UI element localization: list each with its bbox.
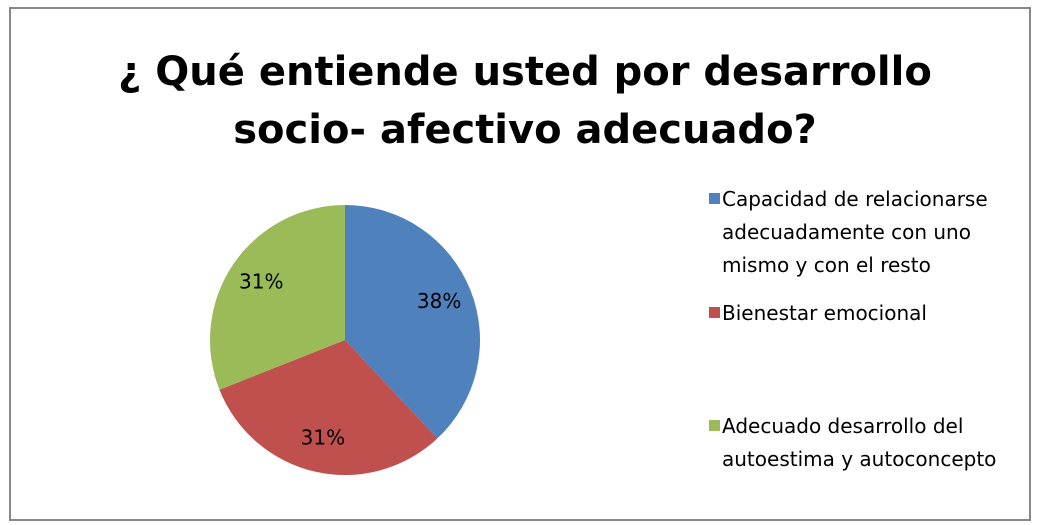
- data-label: 31%: [239, 270, 283, 294]
- legend-entry: Adecuado desarrollo del autoestima y aut…: [709, 410, 1022, 476]
- chart-title-line: socio- afectivo adecuado?: [233, 107, 817, 153]
- legend-swatch: [709, 193, 720, 204]
- pie-slice: [219, 340, 438, 475]
- data-label: 38%: [417, 289, 461, 313]
- legend-label: Capacidad de relacionarse adecuadamente …: [722, 187, 988, 277]
- pie-slice: [345, 205, 480, 439]
- legend-entry: Bienestar emocional: [709, 297, 1022, 330]
- legend-swatch: [709, 307, 720, 318]
- chart-frame: [9, 7, 1031, 521]
- legend-swatch: [709, 420, 720, 431]
- chart-title-line: ¿ Qué entiende usted por desarrollo: [118, 49, 932, 95]
- legend-entry: Capacidad de relacionarse adecuadamente …: [709, 183, 1022, 282]
- legend-label: Adecuado desarrollo del autoestima y aut…: [722, 414, 997, 471]
- legend-label: Bienestar emocional: [722, 301, 927, 325]
- data-label: 31%: [301, 425, 345, 449]
- pie-slice: [210, 205, 345, 390]
